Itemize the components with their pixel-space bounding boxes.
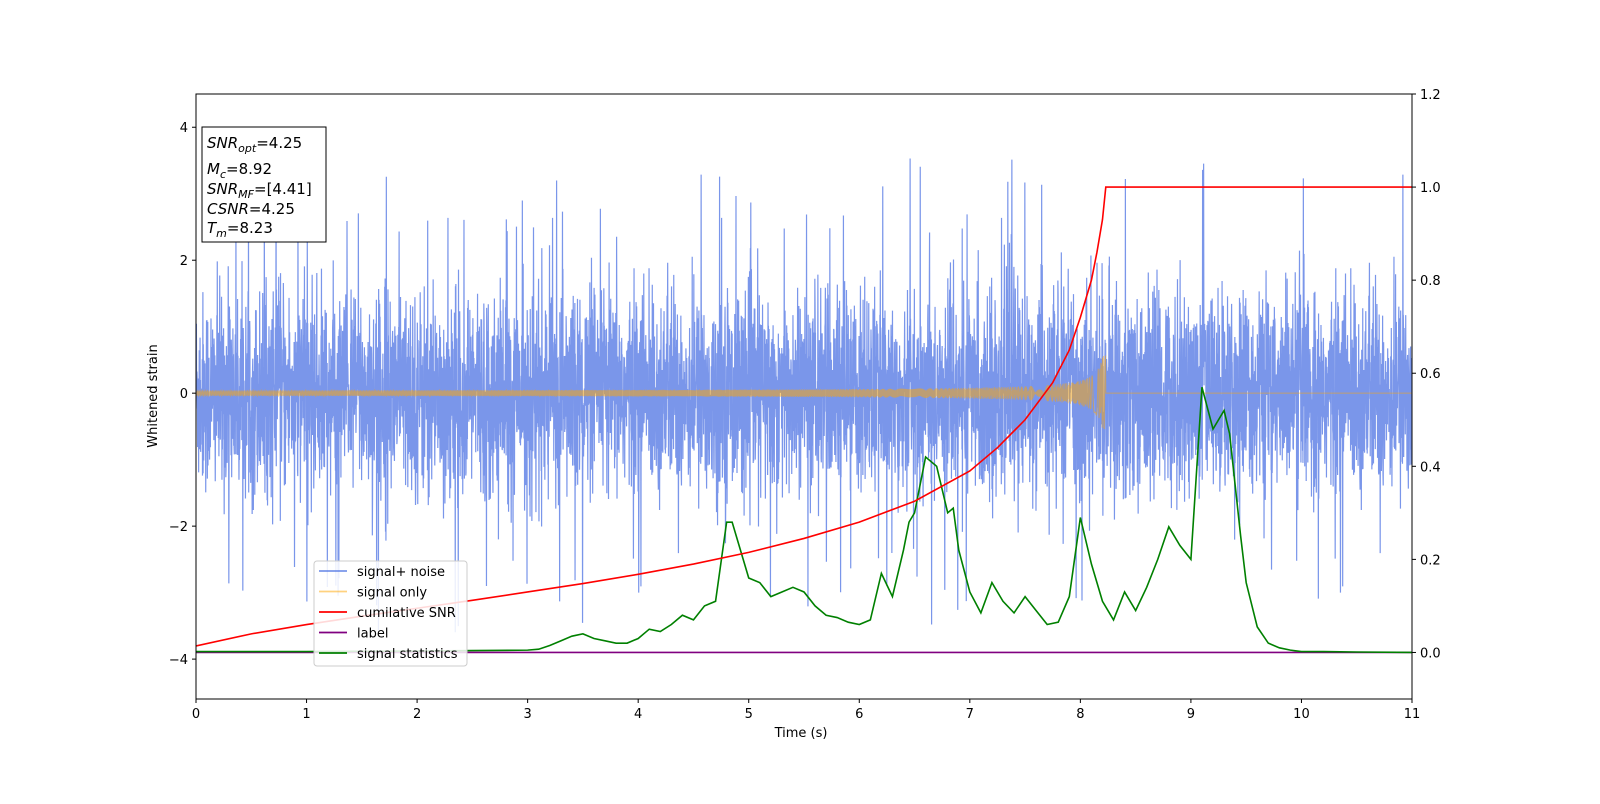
y-right-tick-label: 1.2 (1420, 88, 1441, 103)
info-tm-sub: m (216, 227, 227, 240)
info-snr-opt: SNRopt=4.25 (207, 134, 302, 155)
info-mc: Mc=8.92 (207, 160, 272, 181)
y-left-tick-label: 2 (180, 254, 188, 269)
info-csnr-main: CSNR (207, 200, 249, 218)
info-tm-main: T (207, 219, 218, 237)
y-right-tick-label: 0.0 (1420, 646, 1441, 661)
x-tick-label: 5 (745, 707, 753, 722)
x-tick-label: 10 (1293, 707, 1310, 722)
y-left-tick-label: −2 (169, 520, 188, 535)
info-snr-opt-sub: opt (238, 142, 257, 155)
legend: signal+ noise signal only cumilative SNR la… (313, 560, 468, 667)
legend-frame (313, 560, 468, 667)
series-signal-noise-line (196, 156, 1412, 633)
info-snr-mf-value: =[4.41] (254, 180, 312, 198)
info-csnr: CSNR=4.25 (207, 200, 295, 218)
y-right-tick-label: 0.2 (1420, 553, 1441, 568)
legend-label: label (319, 627, 388, 642)
plot-frame (195, 93, 1413, 700)
y-left-tick-label: 4 (180, 121, 188, 136)
info-snr-mf-main: SNR (207, 180, 238, 198)
y-right-tick-label: 0.8 (1420, 274, 1441, 289)
legend-signal-only-label: signal only (357, 586, 427, 601)
legend-cumulative-snr: cumilative SNR (319, 606, 456, 621)
info-snr-mf-sub: MF (238, 188, 254, 201)
x-tick-label: 9 (1187, 707, 1195, 722)
x-tick-label: 11 (1404, 707, 1421, 722)
x-tick-label: 1 (302, 707, 310, 722)
info-tm: Tm=8.23 (207, 219, 273, 240)
x-tick-label: 8 (1076, 707, 1084, 722)
x-axis-label: Time (s) (774, 726, 828, 741)
x-tick-label: 7 (966, 707, 974, 722)
info-mc-value: =8.92 (226, 160, 272, 178)
x-tick-label: 0 (192, 707, 200, 722)
info-mc-sub: c (220, 168, 226, 181)
legend-signal-noise-label: signal+ noise (357, 565, 445, 580)
legend-signal-statistics: signal statistics (319, 647, 458, 662)
axes-layer: 0 1 2 3 4 5 6 7 8 9 10 11 4 2 0 −2 −4 1.2 1.0 0.8 0.6 0.4 0.2 0… (169, 88, 1441, 722)
x-tick-label: 2 (413, 707, 421, 722)
x-tick-label: 4 (634, 707, 642, 722)
info-snr-opt-value: =4.25 (256, 134, 302, 152)
series-signal-statistics-line (196, 386, 1412, 654)
info-tm-value: =8.23 (227, 219, 273, 237)
legend-cumulative-snr-label: cumilative SNR (357, 606, 456, 621)
y-right-tick-label: 1.0 (1420, 181, 1441, 196)
y-right-tick-label: 0.4 (1420, 460, 1441, 475)
legend-signal-statistics-label: signal statistics (357, 647, 458, 662)
info-box: SNRopt=4.25 Mc=8.92 SNRMF=[4.41] CSNR=4.… (201, 126, 327, 243)
y-left-tick-label: 0 (180, 387, 188, 402)
info-snr-opt-main: SNR (207, 134, 238, 152)
y-right-tick-label: 0.6 (1420, 367, 1441, 382)
x-tick-label: 6 (855, 707, 863, 722)
info-box-frame (201, 126, 327, 243)
info-csnr-value: =4.25 (249, 200, 295, 218)
legend-signal-noise: signal+ noise (319, 565, 445, 580)
y-left-tick-label: −4 (169, 653, 188, 668)
y-axis-label: Whitened strain (146, 344, 161, 447)
info-mc-main: M (207, 160, 220, 178)
legend-label-label: label (357, 627, 388, 642)
legend-signal-only: signal only (319, 586, 427, 601)
x-tick-label: 3 (523, 707, 531, 722)
series-signal-only-line (196, 355, 1412, 430)
info-snr-mf: SNRMF=[4.41] (207, 180, 312, 201)
